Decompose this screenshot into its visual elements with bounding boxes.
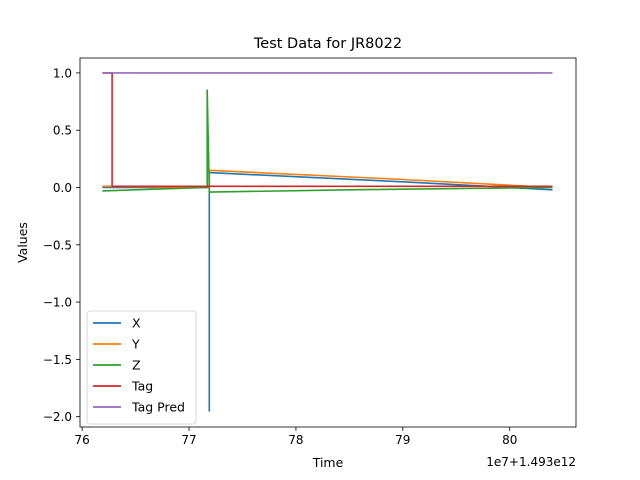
x-axis-offset-label: 1e7+1.493e12 [486,455,576,469]
y-tick-label: 0.0 [53,181,72,195]
legend-box [86,310,197,425]
series-line-z [102,89,553,193]
x-axis-label: Time [312,455,344,470]
plot-series [102,72,553,412]
legend-label: Z [132,358,141,373]
legend-label: Tag Pred [131,400,185,415]
legend-label: Tag [131,379,153,394]
plot-frame [79,57,577,428]
y-tick-label: −0.5 [43,238,72,252]
legend-label: Y [131,337,140,352]
y-tick-label: 1.0 [53,66,72,80]
x-tick-label: 80 [502,433,517,447]
x-tick-label: 78 [288,433,303,447]
legend-label: X [132,316,141,331]
y-tick-label: 0.5 [53,124,72,138]
x-tick-label: 79 [395,433,410,447]
x-tick-label: 77 [181,433,196,447]
y-tick-label: −2.0 [43,410,72,424]
y-tick-label: −1.5 [43,353,72,367]
legend: XYZ Tag Tag Pred [86,310,197,425]
x-tick-label: 76 [74,433,89,447]
y-axis: −2.0 −1.5 −1.0 −0.5 0.0 0.5 1.0 [43,66,80,424]
y-tick-label: −1.0 [43,296,72,310]
y-axis-label: Values [15,222,30,263]
chart-title: Test Data for JR8022 [253,36,402,52]
x-axis: 76 77 78 79 80 [74,427,517,447]
